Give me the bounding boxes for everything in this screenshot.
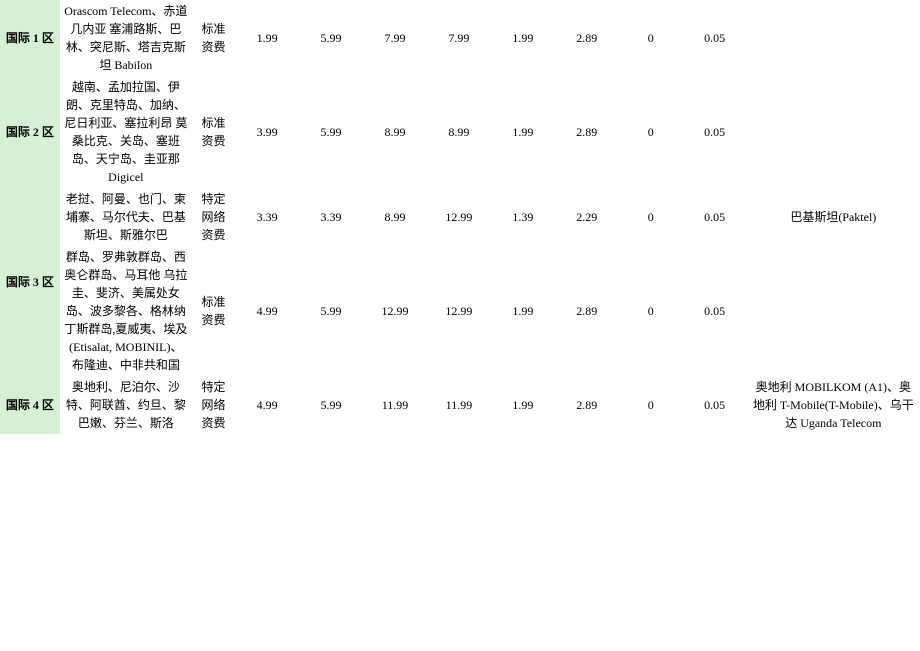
value-cell: 1.99 [491,76,555,188]
value-cell: 8.99 [363,188,427,246]
notes-cell [747,246,920,376]
value-cell: 2.89 [555,376,619,434]
value-cell: 5.99 [299,246,363,376]
table-row: 国际 1 区 Orascom Telecom、赤道几内亚 塞浦路斯、巴林、突尼斯… [0,0,920,76]
value-cell: 2.89 [555,76,619,188]
countries-cell: 老挝、阿曼、也门、柬埔寨、马尔代夫、巴基斯坦、斯雅尔巴 [60,188,192,246]
notes-cell: 巴基斯坦(Paktel) [747,188,920,246]
notes-cell [747,76,920,188]
value-cell: 3.39 [235,188,299,246]
value-cell: 3.99 [235,76,299,188]
value-cell: 0 [619,76,683,188]
value-cell: 12.99 [427,246,491,376]
value-cell: 5.99 [299,76,363,188]
table-row: 群岛、罗弗敦群岛、西奥仑群岛、马耳他 乌拉圭、斐济、美属处女岛、波多黎各、格林纳… [0,246,920,376]
value-cell: 12.99 [363,246,427,376]
value-cell: 7.99 [363,0,427,76]
notes-cell [747,0,920,76]
value-cell: 0 [619,0,683,76]
value-cell: 0 [619,188,683,246]
value-cell: 8.99 [427,76,491,188]
value-cell: 3.39 [299,188,363,246]
value-cell: 5.99 [299,376,363,434]
table-row: 国际 3 区 老挝、阿曼、也门、柬埔寨、马尔代夫、巴基斯坦、斯雅尔巴 特定网络资… [0,188,920,246]
zone-cell: 国际 3 区 [0,188,60,376]
value-cell: 1.99 [491,246,555,376]
zone-cell: 国际 2 区 [0,76,60,188]
feetype-cell: 标准资费 [192,76,235,188]
zone-cell: 国际 4 区 [0,376,60,434]
value-cell: 4.99 [235,246,299,376]
feetype-cell: 特定网络资费 [192,376,235,434]
table-row: 国际 2 区 越南、孟加拉国、伊朗、克里特岛、加纳、尼日利亚、塞拉利昂 莫桑比克… [0,76,920,188]
value-cell: 0 [619,246,683,376]
value-cell: 0.05 [683,76,747,188]
value-cell: 5.99 [299,0,363,76]
value-cell: 12.99 [427,188,491,246]
tariff-table: 国际 1 区 Orascom Telecom、赤道几内亚 塞浦路斯、巴林、突尼斯… [0,0,920,434]
feetype-cell: 标准资费 [192,0,235,76]
value-cell: 1.99 [491,376,555,434]
value-cell: 1.99 [491,0,555,76]
value-cell: 4.99 [235,376,299,434]
feetype-cell: 标准资费 [192,246,235,376]
value-cell: 8.99 [363,76,427,188]
countries-cell: 越南、孟加拉国、伊朗、克里特岛、加纳、尼日利亚、塞拉利昂 莫桑比克、关岛、塞班岛… [60,76,192,188]
value-cell: 1.99 [235,0,299,76]
value-cell: 7.99 [427,0,491,76]
value-cell: 0 [619,376,683,434]
value-cell: 2.29 [555,188,619,246]
value-cell: 11.99 [363,376,427,434]
value-cell: 0.05 [683,0,747,76]
value-cell: 0.05 [683,246,747,376]
value-cell: 0.05 [683,188,747,246]
countries-cell: Orascom Telecom、赤道几内亚 塞浦路斯、巴林、突尼斯、塔吉克斯坦 … [60,0,192,76]
value-cell: 2.89 [555,0,619,76]
countries-cell: 奥地利、尼泊尔、沙特、阿联酋、约旦、黎巴嫩、芬兰、斯洛 [60,376,192,434]
tariff-tbody: 国际 1 区 Orascom Telecom、赤道几内亚 塞浦路斯、巴林、突尼斯… [0,0,920,434]
value-cell: 11.99 [427,376,491,434]
countries-cell: 群岛、罗弗敦群岛、西奥仑群岛、马耳他 乌拉圭、斐济、美属处女岛、波多黎各、格林纳… [60,246,192,376]
notes-cell: 奥地利 MOBILKOM (A1)、奥地利 T-Mobile(T-Mobile)… [747,376,920,434]
feetype-cell: 特定网络资费 [192,188,235,246]
table-row: 国际 4 区 奥地利、尼泊尔、沙特、阿联酋、约旦、黎巴嫩、芬兰、斯洛 特定网络资… [0,376,920,434]
value-cell: 2.89 [555,246,619,376]
zone-cell: 国际 1 区 [0,0,60,76]
value-cell: 0.05 [683,376,747,434]
value-cell: 1.39 [491,188,555,246]
